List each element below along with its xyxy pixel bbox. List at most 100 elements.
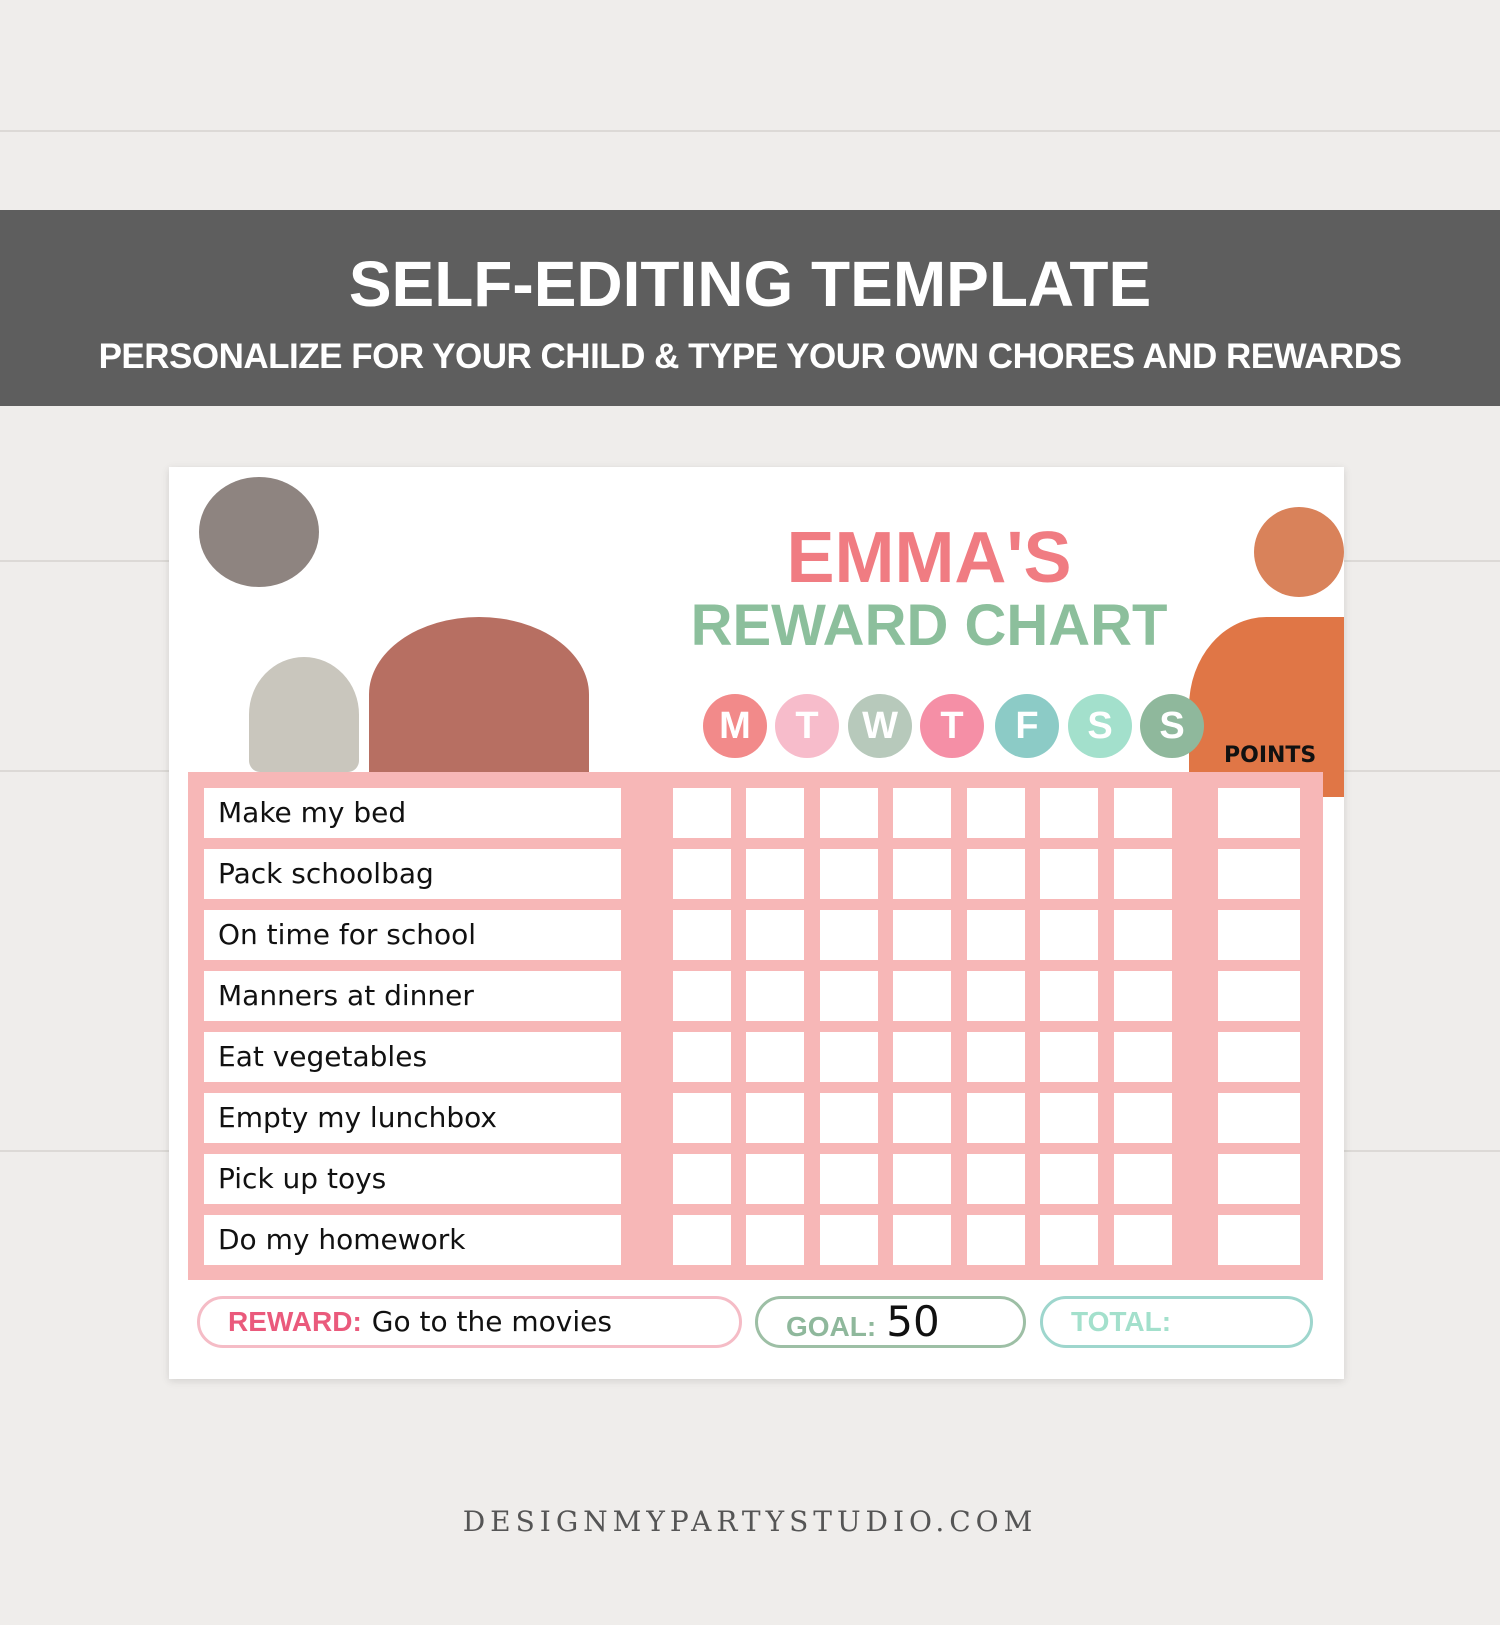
day-checkbox[interactable] — [820, 849, 878, 899]
day-checkbox[interactable] — [1114, 971, 1172, 1021]
goal-field[interactable]: GOAL: 50 — [755, 1296, 1026, 1348]
day-checkbox[interactable] — [1040, 849, 1098, 899]
banner: SELF-EDITING TEMPLATE PERSONALIZE FOR YO… — [0, 210, 1500, 406]
points-label: POINTS — [1224, 743, 1317, 768]
day-checkbox[interactable] — [1040, 910, 1098, 960]
day-checkbox[interactable] — [673, 1154, 731, 1204]
day-checkbox[interactable] — [673, 910, 731, 960]
day-circle: W — [848, 694, 912, 758]
day-checkbox[interactable] — [820, 1215, 878, 1265]
chore-label[interactable]: Empty my lunchbox — [204, 1093, 621, 1143]
day-checkbox[interactable] — [1040, 1093, 1098, 1143]
day-checkbox[interactable] — [1040, 1032, 1098, 1082]
day-checkbox[interactable] — [1040, 1154, 1098, 1204]
fox-illustration — [1189, 617, 1344, 797]
day-checkbox[interactable] — [893, 1154, 951, 1204]
banner-subtitle: PERSONALIZE FOR YOUR CHILD & TYPE YOUR O… — [98, 337, 1402, 376]
day-checkbox[interactable] — [967, 910, 1025, 960]
day-checkbox[interactable] — [746, 910, 804, 960]
day-checkbox[interactable] — [746, 1215, 804, 1265]
banner-title: SELF-EDITING TEMPLATE — [348, 248, 1152, 320]
day-checkbox[interactable] — [820, 1032, 878, 1082]
day-checkbox[interactable] — [893, 849, 951, 899]
wood-plank-line — [0, 130, 1500, 132]
day-checkbox[interactable] — [967, 849, 1025, 899]
reward-field[interactable]: REWARD: Go to the movies — [197, 1296, 742, 1348]
goal-value: 50 — [886, 1297, 940, 1346]
chore-label[interactable]: Do my homework — [204, 1215, 621, 1265]
bear-illustration — [369, 617, 589, 772]
day-checkbox[interactable] — [1114, 1093, 1172, 1143]
day-checkbox[interactable] — [1114, 910, 1172, 960]
day-checkbox[interactable] — [746, 1032, 804, 1082]
day-checkbox[interactable] — [893, 1093, 951, 1143]
day-checkbox[interactable] — [746, 788, 804, 838]
day-checkbox[interactable] — [893, 971, 951, 1021]
points-box[interactable] — [1218, 849, 1300, 899]
day-checkbox[interactable] — [893, 1032, 951, 1082]
chore-label[interactable]: Eat vegetables — [204, 1032, 621, 1082]
points-box[interactable] — [1218, 1093, 1300, 1143]
day-checkbox[interactable] — [1114, 849, 1172, 899]
points-box[interactable] — [1218, 910, 1300, 960]
chore-label[interactable]: Pick up toys — [204, 1154, 621, 1204]
day-checkbox[interactable] — [673, 1215, 731, 1265]
day-checkbox[interactable] — [967, 788, 1025, 838]
day-circle: M — [703, 694, 767, 758]
day-checkbox[interactable] — [893, 1215, 951, 1265]
day-checkbox[interactable] — [820, 971, 878, 1021]
chore-label[interactable]: Make my bed — [204, 788, 621, 838]
points-box[interactable] — [1218, 788, 1300, 838]
day-checkbox[interactable] — [1040, 788, 1098, 838]
day-checkbox[interactable] — [967, 1032, 1025, 1082]
day-checkbox[interactable] — [746, 1154, 804, 1204]
points-box[interactable] — [1218, 1032, 1300, 1082]
day-checkbox[interactable] — [746, 1093, 804, 1143]
day-checkbox[interactable] — [673, 788, 731, 838]
chore-label[interactable]: Pack schoolbag — [204, 849, 621, 899]
day-checkbox[interactable] — [967, 971, 1025, 1021]
day-checkbox[interactable] — [1114, 788, 1172, 838]
points-box[interactable] — [1218, 1215, 1300, 1265]
day-checkbox[interactable] — [673, 849, 731, 899]
day-checkbox[interactable] — [1040, 971, 1098, 1021]
chore-grid: Make my bed Pack schoolbag On time for sch… — [188, 772, 1323, 1280]
chore-label[interactable]: Manners at dinner — [204, 971, 621, 1021]
squirrel-illustration — [1254, 507, 1344, 597]
day-circle: F — [995, 694, 1059, 758]
chart-title: REWARD CHART — [690, 593, 1168, 658]
goal-label: GOAL: — [786, 1311, 877, 1342]
day-checkbox[interactable] — [820, 1093, 878, 1143]
day-checkbox[interactable] — [820, 910, 878, 960]
total-label: TOTAL: — [1071, 1306, 1172, 1337]
total-field[interactable]: TOTAL: — [1040, 1296, 1313, 1348]
day-checkbox[interactable] — [746, 971, 804, 1021]
day-checkbox[interactable] — [820, 788, 878, 838]
bunny-illustration — [249, 657, 359, 772]
raccoon-illustration — [199, 477, 319, 587]
day-checkbox[interactable] — [820, 1154, 878, 1204]
child-name: EMMA'S — [786, 518, 1072, 598]
day-circle: S — [1140, 694, 1204, 758]
day-checkbox[interactable] — [1114, 1032, 1172, 1082]
day-checkbox[interactable] — [967, 1154, 1025, 1204]
reward-value: Go to the movies — [371, 1305, 612, 1338]
day-checkbox[interactable] — [746, 849, 804, 899]
day-checkbox[interactable] — [893, 910, 951, 960]
day-circle: T — [775, 694, 839, 758]
day-checkbox[interactable] — [1040, 1215, 1098, 1265]
day-checkbox[interactable] — [673, 1032, 731, 1082]
day-checkbox[interactable] — [673, 971, 731, 1021]
day-checkbox[interactable] — [1114, 1215, 1172, 1265]
chore-label[interactable]: On time for school — [204, 910, 621, 960]
day-circle: S — [1068, 694, 1132, 758]
points-box[interactable] — [1218, 1154, 1300, 1204]
day-checkbox[interactable] — [893, 788, 951, 838]
day-checkbox[interactable] — [1114, 1154, 1172, 1204]
day-checkbox[interactable] — [967, 1215, 1025, 1265]
day-checkbox[interactable] — [673, 1093, 731, 1143]
day-circle: T — [920, 694, 984, 758]
points-box[interactable] — [1218, 971, 1300, 1021]
day-checkbox[interactable] — [967, 1093, 1025, 1143]
